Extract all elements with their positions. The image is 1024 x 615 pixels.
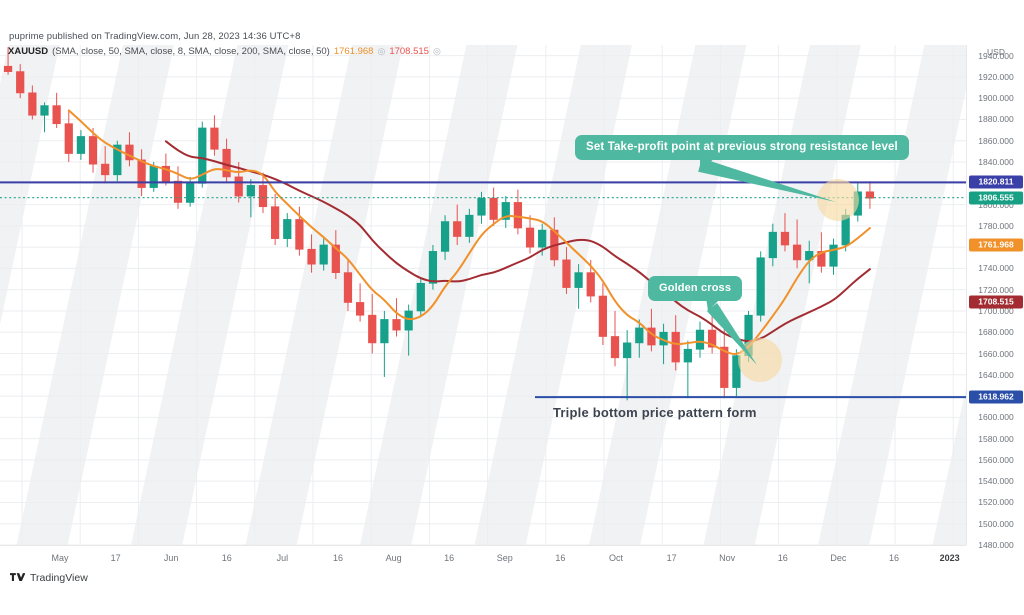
chart-overlays-and-arrows — [0, 157, 966, 399]
price-axis-tick: 1700.000 — [978, 305, 1014, 316]
price-axis-tick: 1880.000 — [978, 114, 1014, 125]
price-axis-tick: 1920.000 — [978, 71, 1014, 82]
price-axis-tick: 1640.000 — [978, 369, 1014, 380]
price-axis-tick: 1860.000 — [978, 135, 1014, 146]
attribution-text: puprime published on TradingView.com, Ju… — [9, 31, 301, 42]
legend-sma-red-value: 1708.515 — [389, 46, 429, 57]
sma-red-badge[interactable]: 1708.515 — [969, 295, 1023, 309]
price-axis-tick: 1520.000 — [978, 497, 1014, 508]
time-axis-tick: Nov — [719, 553, 736, 563]
time-axis-tick: 16 — [221, 553, 232, 563]
price-axis-tick: 1680.000 — [978, 327, 1014, 338]
time-axis-tick: Oct — [608, 553, 624, 563]
time-axis-tick: Sep — [496, 553, 513, 563]
tradingview-brand[interactable]: TradingView — [10, 572, 88, 584]
support-level-badge[interactable]: 1618.962 — [969, 390, 1023, 404]
footer-bar — [0, 571, 1024, 615]
price-axis-tick: 1540.000 — [978, 476, 1014, 487]
time-axis-tick: 16 — [444, 553, 455, 563]
time-axis-tick: 17 — [666, 553, 677, 563]
price-axis-tick: 1840.000 — [978, 157, 1014, 168]
price-axis-tick: 1740.000 — [978, 263, 1014, 274]
price-axis-tick: 1780.000 — [978, 220, 1014, 231]
chart-gridlines — [0, 45, 966, 545]
time-axis-tick: 16 — [332, 553, 344, 563]
price-axis-tick: 1580.000 — [978, 433, 1014, 444]
price-axis-tick: 1560.000 — [978, 454, 1014, 465]
price-axis-tick: 1720.000 — [978, 284, 1014, 295]
price-axis-tick: 1600.000 — [978, 412, 1014, 423]
tradingview-brand-label: TradingView — [30, 572, 88, 584]
legend-symbol[interactable]: XAUUSD — [8, 46, 49, 57]
price-axis-tick: 1500.000 — [978, 518, 1014, 529]
legend-params: (SMA, close, 50, SMA, close, 8, SMA, clo… — [52, 46, 330, 57]
price-axis-tick: 1900.000 — [978, 93, 1014, 104]
time-axis-tick: Jul — [276, 553, 289, 563]
time-axis-tick: 16 — [777, 553, 788, 563]
price-axis-tick: 1660.000 — [978, 348, 1014, 359]
current-price-badge[interactable]: 1806.555 — [969, 191, 1023, 205]
legend-sma-orange-value: 1761.968 — [333, 46, 374, 57]
eye-icon[interactable]: ◎ — [377, 46, 386, 56]
time-axis-tick: 17 — [110, 553, 121, 563]
time-axis-tick: 2023 — [939, 553, 960, 563]
time-axis-tick: 16 — [888, 553, 900, 563]
chart-legend[interactable]: XAUUSD (SMA, close, 50, SMA, close, 8, S… — [8, 46, 441, 57]
time-axis-tick: 16 — [555, 553, 566, 563]
eye-icon[interactable]: ◎ — [432, 46, 441, 56]
attribution-bar — [0, 0, 1024, 30]
time-axis-tick: Aug — [385, 553, 402, 563]
candlestick-series — [3, 47, 875, 401]
time-axis-tick: Jun — [163, 553, 179, 563]
callout-golden-cross[interactable]: Golden cross — [648, 276, 743, 301]
price-axis-tick: 1940.000 — [978, 50, 1014, 61]
tradingview-logo-icon — [10, 572, 25, 581]
sma-orange-badge[interactable]: 1761.968 — [969, 238, 1023, 252]
time-axis-tick: May — [51, 553, 69, 563]
label-triple-bottom[interactable]: Triple bottom price pattern form — [553, 405, 757, 420]
price-axis-tick: 1800.000 — [978, 199, 1014, 210]
price-axis[interactable]: USD 1940.000 1920.000 1900.000 1880.000 1860… — [966, 45, 1024, 550]
time-axis-tick: Dec — [830, 553, 847, 563]
price-axis-tick: 1480.000 — [978, 540, 1014, 550]
resistance-level-badge[interactable]: 1820.811 — [969, 175, 1023, 189]
price-axis-unit: USD — [987, 47, 1005, 57]
time-axis[interactable]: May 17 Jun 16 Jul 16 Aug 16 Sep 16 Oct 17 Nov 16 Dec 16… — [0, 545, 966, 571]
chart-plot-area[interactable] — [0, 45, 966, 545]
callout-take-profit[interactable]: Set Take-profit point at previous strong… — [575, 135, 909, 160]
